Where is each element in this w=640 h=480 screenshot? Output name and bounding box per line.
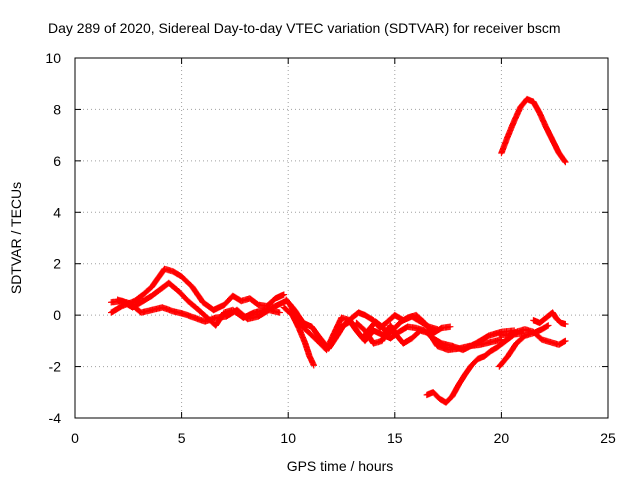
series-markers [353, 319, 505, 354]
series-markers [327, 309, 441, 347]
chart-title: Day 289 of 2020, Sidereal Day-to-day VTE… [48, 20, 561, 36]
plot-frame [74, 57, 609, 419]
series-track-3 [114, 296, 283, 325]
y-tick-label: 4 [53, 204, 61, 220]
series-track-7 [327, 309, 441, 347]
data-series [108, 95, 569, 406]
y-tick-label: 0 [53, 307, 61, 323]
x-tick-label: 20 [494, 430, 510, 446]
y-tick-label: -4 [49, 410, 62, 426]
y-tick-label: 8 [53, 101, 61, 117]
x-tick-label: 25 [600, 430, 616, 446]
series-markers [108, 265, 288, 316]
y-tick-label: 2 [53, 256, 61, 272]
y-tick-label: 10 [45, 50, 61, 66]
grid-lines [75, 58, 608, 418]
x-tick-label: 10 [280, 430, 296, 446]
series-markers [498, 95, 569, 166]
x-tick-label: 0 [71, 430, 79, 446]
series-track-1 [108, 265, 288, 316]
series-track-11 [496, 326, 569, 348]
series-track-8 [353, 319, 505, 354]
axis-ticks: 0 5 10 15 20 25 -4 -2 0 2 4 6 8 10 [45, 50, 616, 446]
y-tick-label: 6 [53, 153, 61, 169]
series-markers [530, 309, 569, 328]
y-axis-label: SDTVAR / TECUs [8, 182, 24, 294]
x-axis-label: GPS time / hours [287, 458, 394, 474]
y-tick-label: -2 [49, 359, 62, 375]
series-track-13 [498, 95, 569, 166]
series-markers [496, 326, 569, 348]
x-tick-label: 5 [178, 430, 186, 446]
series-markers [114, 296, 283, 325]
x-tick-label: 15 [387, 430, 403, 446]
series-track-12 [530, 309, 569, 328]
